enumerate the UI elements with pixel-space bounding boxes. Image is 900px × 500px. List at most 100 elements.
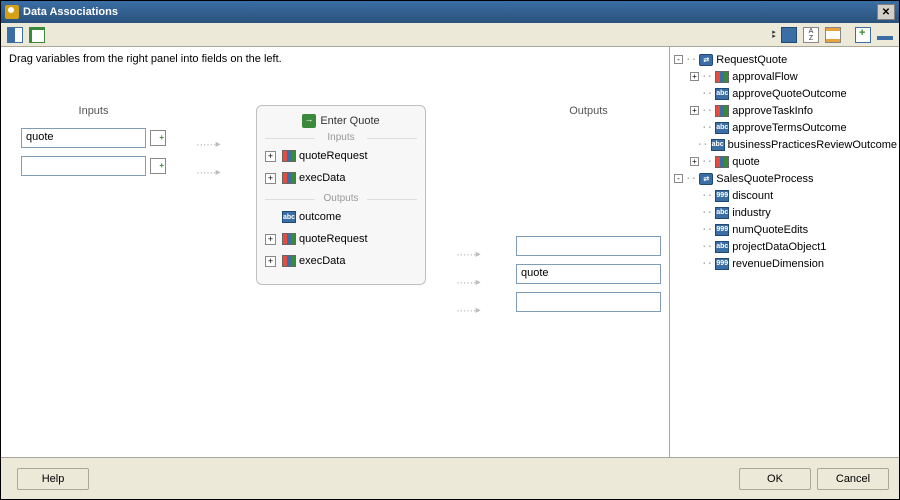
tree-label: revenueDimension xyxy=(732,258,824,270)
close-button[interactable]: ✕ xyxy=(877,4,895,20)
expand-icon[interactable]: + xyxy=(690,157,699,166)
panel-divider-icon[interactable] xyxy=(771,26,777,44)
main-panel: Drag variables from the right panel into… xyxy=(1,47,669,457)
expander-icon[interactable]: + xyxy=(265,151,276,162)
filter-blue-icon[interactable] xyxy=(779,25,799,45)
doc-icon[interactable] xyxy=(27,25,47,45)
tree-node[interactable]: ··999numQuoteEdits xyxy=(672,221,897,238)
abc-icon: abc xyxy=(711,139,725,151)
tree-node[interactable]: +··approvalFlow xyxy=(672,68,897,85)
ok-button[interactable]: OK xyxy=(739,468,811,490)
abc-icon: abc xyxy=(715,122,729,134)
number-icon: 999 xyxy=(715,190,729,202)
data-item[interactable]: + execData xyxy=(257,250,425,272)
sort-az-icon[interactable]: AZ xyxy=(801,25,821,45)
tree-node[interactable]: +··approveTaskInfo xyxy=(672,102,897,119)
tree-label: industry xyxy=(732,207,771,219)
window-title: Data Associations xyxy=(23,6,877,18)
expression-builder-icon[interactable] xyxy=(150,158,166,174)
help-button[interactable]: Help xyxy=(17,468,89,490)
arrows-out: · · · · · · · · · · · · · · · · · · xyxy=(456,243,486,327)
tree-node[interactable]: +··quote xyxy=(672,153,897,170)
tree-label: approveQuoteOutcome xyxy=(732,88,846,100)
expander-icon[interactable]: + xyxy=(265,234,276,245)
struct-icon xyxy=(715,156,729,168)
data-item[interactable]: + execData xyxy=(257,167,425,189)
tree-label: approveTermsOutcome xyxy=(732,122,846,134)
struct-icon xyxy=(282,172,296,184)
data-item[interactable]: abcoutcome xyxy=(257,206,425,228)
tree-node[interactable]: ··abcbusinessPracticesReviewOutcome xyxy=(672,136,897,153)
data-item[interactable]: + quoteRequest xyxy=(257,228,425,250)
item-label: quoteRequest xyxy=(299,150,368,162)
tree-node[interactable]: ··abcapproveQuoteOutcome xyxy=(672,85,897,102)
input-field[interactable] xyxy=(21,156,146,176)
tree-node[interactable]: ··999revenueDimension xyxy=(672,255,897,272)
arrow-icon: · · · · · · xyxy=(196,133,226,155)
variables-tree: -··⇄RequestQuote+··approvalFlow··abcappr… xyxy=(669,47,899,457)
tree-node[interactable]: ··999discount xyxy=(672,187,897,204)
expander-icon[interactable]: + xyxy=(265,256,276,267)
app-icon xyxy=(5,5,19,19)
arrow-icon: · · · · · · xyxy=(196,161,226,183)
number-icon: 999 xyxy=(715,258,729,270)
input-field[interactable]: quote xyxy=(21,128,146,148)
inputs-label: Inputs xyxy=(21,105,166,117)
expand-icon[interactable] xyxy=(853,25,873,45)
collapse-icon[interactable]: - xyxy=(674,55,683,64)
abc-icon: abc xyxy=(715,88,729,100)
arrow-icon: · · · · · · xyxy=(456,271,486,293)
instruction-text: Drag variables from the right panel into… xyxy=(9,53,661,65)
cancel-button[interactable]: Cancel xyxy=(817,468,889,490)
struct-icon xyxy=(282,150,296,162)
toolbar: AZ xyxy=(1,23,899,47)
collapse-icon[interactable]: - xyxy=(674,174,683,183)
struct-icon xyxy=(715,105,729,117)
tree-node[interactable]: -··⇄RequestQuote xyxy=(672,51,897,68)
task-box: Enter Quote Inputs +quoteRequest+execDat… xyxy=(256,105,426,285)
abc-icon: abc xyxy=(282,211,296,223)
expand-icon[interactable]: + xyxy=(690,72,699,81)
tree-label: projectDataObject1 xyxy=(732,241,826,253)
item-label: execData xyxy=(299,172,345,184)
swap-icon[interactable] xyxy=(5,25,25,45)
tree-node[interactable]: ··abcindustry xyxy=(672,204,897,221)
outputs-column: Outputs quote xyxy=(516,105,661,319)
expander-icon[interactable]: + xyxy=(265,173,276,184)
outputs-label: Outputs xyxy=(516,105,661,117)
process-icon: ⇄ xyxy=(699,173,713,185)
tree-label: numQuoteEdits xyxy=(732,224,808,236)
arrow-icon: · · · · · · xyxy=(456,299,486,321)
inputs-column: Inputs quote xyxy=(21,105,166,183)
list-view-icon[interactable] xyxy=(823,25,843,45)
arrows-in: · · · · · · · · · · · · xyxy=(196,133,226,189)
process-icon: ⇄ xyxy=(699,54,713,66)
tree-label: SalesQuoteProcess xyxy=(716,173,813,185)
tree-node[interactable]: ··abcapproveTermsOutcome xyxy=(672,119,897,136)
output-field[interactable] xyxy=(516,292,661,312)
struct-icon xyxy=(282,233,296,245)
titlebar: Data Associations ✕ xyxy=(1,1,899,23)
tree-node[interactable]: ··abcprojectDataObject1 xyxy=(672,238,897,255)
arrow-icon: · · · · · · xyxy=(456,243,486,265)
expand-icon[interactable]: + xyxy=(690,106,699,115)
item-label: outcome xyxy=(299,211,341,223)
output-field[interactable]: quote xyxy=(516,264,661,284)
item-label: quoteRequest xyxy=(299,233,368,245)
item-label: execData xyxy=(299,255,345,267)
tree-label: RequestQuote xyxy=(716,54,787,66)
abc-icon: abc xyxy=(715,241,729,253)
center-inputs-label: Inputs xyxy=(257,132,425,143)
struct-icon xyxy=(282,255,296,267)
abc-icon: abc xyxy=(715,207,729,219)
data-item[interactable]: + quoteRequest xyxy=(257,145,425,167)
output-field[interactable] xyxy=(516,236,661,256)
tree-label: businessPracticesReviewOutcome xyxy=(728,139,897,151)
tree-node[interactable]: -··⇄SalesQuoteProcess xyxy=(672,170,897,187)
tree-label: quote xyxy=(732,156,760,168)
tree-label: discount xyxy=(732,190,773,202)
tree-label: approveTaskInfo xyxy=(732,105,813,117)
center-outputs-label: Outputs xyxy=(257,193,425,204)
expression-builder-icon[interactable] xyxy=(150,130,166,146)
collapse-icon[interactable] xyxy=(875,25,895,45)
